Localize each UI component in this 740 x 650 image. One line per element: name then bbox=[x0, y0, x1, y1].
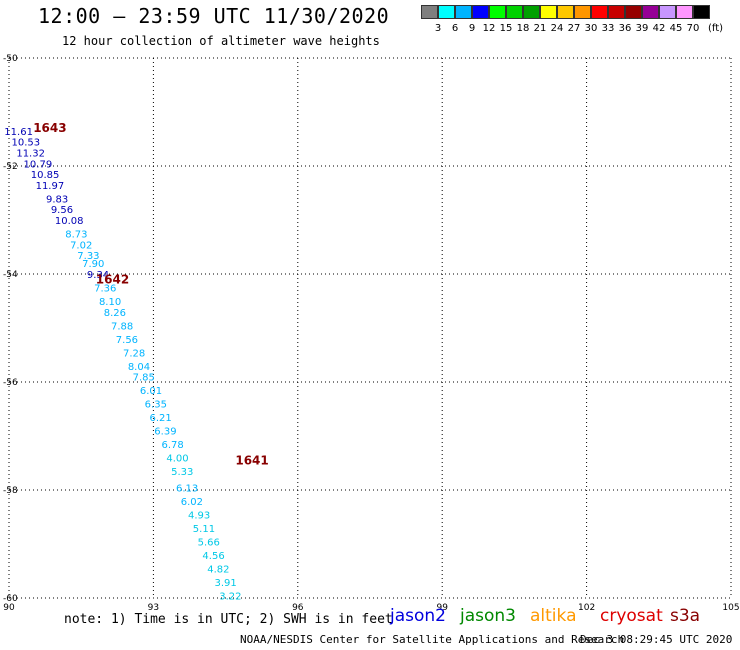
satellite-legend-jason2: jason2 bbox=[390, 606, 446, 626]
colorbar-swatch bbox=[676, 5, 693, 19]
colorbar-swatch bbox=[421, 5, 438, 19]
colorbar-label: 39 bbox=[635, 23, 649, 34]
swh-data-label: 7.28 bbox=[123, 348, 145, 359]
colorbar-swatch bbox=[659, 5, 676, 19]
colorbar-swatch bbox=[506, 5, 523, 19]
footer-note: note: 1) Time is in UTC; 2) SWH is in fe… bbox=[64, 612, 393, 627]
swh-data-label: 8.04 bbox=[128, 362, 150, 373]
satellite-legend-cryosat: cryosat bbox=[600, 606, 663, 626]
swh-data-label: 9.83 bbox=[46, 194, 68, 205]
swh-data-label: 8.26 bbox=[104, 308, 126, 319]
y-tick-label: -58 bbox=[3, 486, 18, 496]
colorbar-swatch bbox=[455, 5, 472, 19]
y-tick-label: -56 bbox=[3, 378, 18, 388]
colorbar-label: 27 bbox=[567, 23, 581, 34]
colorbar-label: 18 bbox=[516, 23, 530, 34]
swh-data-label: 6.35 bbox=[145, 400, 167, 411]
swh-data-label: 5.33 bbox=[171, 467, 193, 478]
x-tick-label: 93 bbox=[148, 603, 159, 613]
swh-data-label: 6.39 bbox=[154, 427, 176, 438]
swh-data-label: 5.66 bbox=[198, 537, 220, 548]
swh-data-label: 4.56 bbox=[202, 551, 224, 562]
swh-data-label: 8.73 bbox=[65, 230, 87, 241]
swh-data-label: 7.36 bbox=[94, 284, 116, 295]
satellite-legend-jason3: jason3 bbox=[460, 606, 516, 626]
colorbar-label: 45 bbox=[669, 23, 683, 34]
chart-title: 12:00 – 23:59 UTC 11/30/2020 bbox=[38, 4, 390, 28]
swh-data-label: 9.34 bbox=[87, 270, 109, 281]
colorbar-swatch bbox=[523, 5, 540, 19]
swh-data-label: 7.90 bbox=[82, 259, 104, 270]
colorbar-swatch bbox=[591, 5, 608, 19]
time-label: 1643 bbox=[33, 121, 66, 135]
swh-data-label: 11.97 bbox=[36, 181, 65, 192]
swh-data-label: 6.02 bbox=[181, 497, 203, 508]
colorbar-label: 24 bbox=[550, 23, 564, 34]
swh-data-label: 4.93 bbox=[188, 510, 210, 521]
x-tick-label: 102 bbox=[578, 603, 595, 613]
chart-subtitle: 12 hour collection of altimeter wave hei… bbox=[62, 34, 380, 48]
colorbar-label: 15 bbox=[499, 23, 513, 34]
x-tick-label: 90 bbox=[3, 603, 15, 613]
colorbar-swatch bbox=[693, 5, 710, 19]
swh-data-label: 10.79 bbox=[24, 159, 53, 170]
swh-data-label: 8.10 bbox=[99, 297, 121, 308]
swh-data-label: 4.82 bbox=[207, 564, 229, 575]
colorbar-label: 33 bbox=[601, 23, 615, 34]
swh-data-label: 3.91 bbox=[214, 578, 236, 589]
swh-data-label: 5.11 bbox=[193, 524, 215, 535]
y-tick-label: -52 bbox=[3, 162, 18, 172]
swh-data-label: 9.56 bbox=[51, 205, 73, 216]
y-tick-label: -54 bbox=[3, 270, 18, 280]
colorbar-label: 30 bbox=[584, 23, 598, 34]
x-tick-label: 105 bbox=[722, 603, 739, 613]
colorbar-swatch bbox=[438, 5, 455, 19]
colorbar-label: 36 bbox=[618, 23, 632, 34]
colorbar-label: 12 bbox=[482, 23, 496, 34]
colorbar-swatch bbox=[608, 5, 625, 19]
colorbar-swatch bbox=[489, 5, 506, 19]
generated-timestamp: Dec 3 08:29:45 UTC 2020 bbox=[580, 633, 733, 646]
swh-data-label: 6.21 bbox=[149, 413, 171, 424]
colorbar-swatch bbox=[625, 5, 642, 19]
swh-data-label: 7.33 bbox=[77, 251, 99, 262]
swh-data-label: 7.02 bbox=[70, 240, 92, 251]
swh-data-label: 10.53 bbox=[12, 138, 41, 149]
colorbar-swatch bbox=[574, 5, 591, 19]
satellite-legend-s3a: s3a bbox=[670, 606, 701, 626]
y-tick-label: -50 bbox=[3, 54, 18, 64]
colorbar-label: 9 bbox=[468, 23, 476, 34]
y-tick-label: -60 bbox=[3, 594, 18, 604]
swh-data-label: 11.61 bbox=[4, 127, 33, 138]
swh-data-label: 6.01 bbox=[140, 386, 162, 397]
colorbar-swatch bbox=[642, 5, 659, 19]
colorbar-label: 21 bbox=[533, 23, 547, 34]
swh-data-label: 10.85 bbox=[31, 170, 60, 181]
colorbar-swatch bbox=[472, 5, 489, 19]
swh-data-label: 7.85 bbox=[133, 373, 155, 384]
satellite-legend-altika: altika bbox=[530, 606, 577, 626]
colorbar-swatch bbox=[540, 5, 557, 19]
swh-data-label: 10.08 bbox=[55, 216, 84, 227]
swh-data-label: 4.00 bbox=[166, 454, 188, 465]
credit-text: NOAA/NESDIS Center for Satellite Applica… bbox=[240, 633, 625, 646]
colorbar-unit: (ft) bbox=[708, 23, 724, 34]
swh-data-label: 7.56 bbox=[116, 335, 138, 346]
swh-data-label: 7.88 bbox=[111, 321, 133, 332]
swh-data-label: 11.32 bbox=[16, 149, 45, 160]
colorbar-label: 70 bbox=[686, 23, 700, 34]
time-label: 1641 bbox=[235, 453, 268, 467]
x-tick-label: 96 bbox=[292, 603, 304, 613]
colorbar-swatch bbox=[557, 5, 574, 19]
time-label: 1642 bbox=[96, 272, 129, 286]
swh-data-label: 6.78 bbox=[162, 440, 184, 451]
swh-data-label: 3.22 bbox=[219, 591, 241, 602]
colorbar-label: 42 bbox=[652, 23, 666, 34]
swh-data-label: 6.13 bbox=[176, 483, 198, 494]
colorbar-label: 3 bbox=[434, 23, 442, 34]
x-tick-label: 99 bbox=[436, 603, 448, 613]
colorbar-label: 6 bbox=[451, 23, 459, 34]
